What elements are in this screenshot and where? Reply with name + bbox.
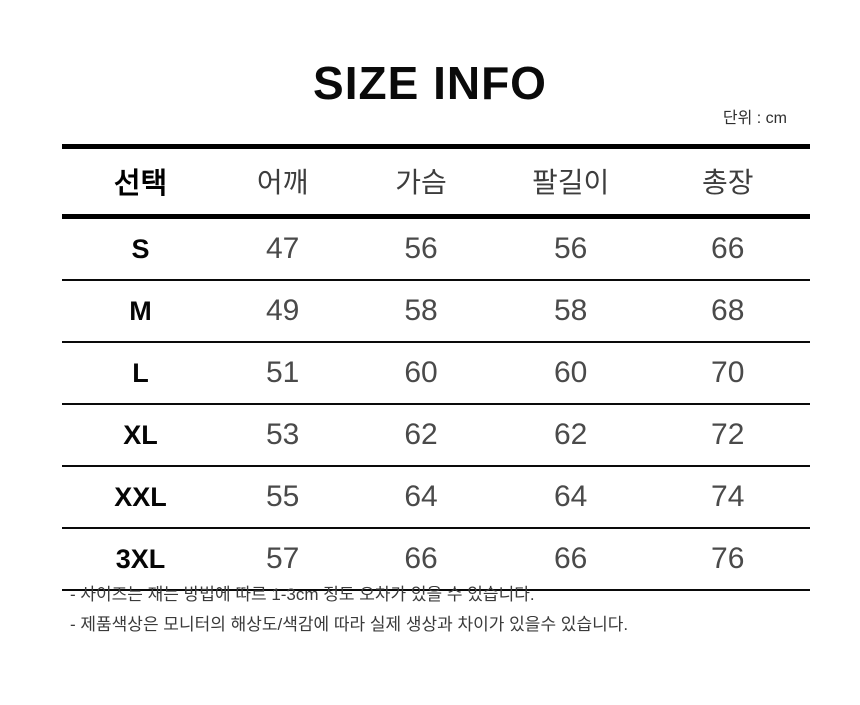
value-cell: 51 (219, 342, 347, 405)
size-cell: XXL (62, 466, 220, 529)
value-cell: 60 (346, 342, 496, 405)
value-cell: 58 (346, 280, 496, 343)
note-line: - 사이즈는 재는 방법에 따르 1-3cm 정도 오차가 있을 수 있습니다. (70, 585, 535, 604)
size-cell: S (62, 216, 220, 281)
value-cell: 56 (346, 216, 496, 281)
value-cell: 66 (346, 528, 496, 591)
table-row: 3XL 57 66 66 76 (62, 528, 810, 591)
value-cell: 66 (495, 528, 646, 591)
value-cell: 70 (645, 342, 810, 405)
value-cell: 62 (346, 404, 496, 467)
value-cell: 62 (495, 404, 646, 467)
table-row: L 51 60 60 70 (62, 342, 810, 405)
table-row: S 47 56 56 66 (62, 216, 810, 281)
value-cell: 72 (645, 404, 810, 467)
value-cell: 57 (219, 528, 347, 591)
column-header-shoulder: 어깨 (219, 144, 347, 219)
size-cell: M (62, 280, 220, 343)
value-cell: 64 (346, 466, 496, 529)
size-notes: - 사이즈는 재는 방법에 따르 1-3cm 정도 오차가 있을 수 있습니다.… (70, 584, 628, 644)
table-row: XL 53 62 62 72 (62, 404, 810, 467)
value-cell: 47 (219, 216, 347, 281)
value-cell: 68 (645, 280, 810, 343)
column-header-length: 총장 (645, 144, 810, 219)
header-row: 선택 어깨 가슴 팔길이 총장 (62, 144, 810, 219)
value-cell: 53 (219, 404, 347, 467)
value-cell: 74 (645, 466, 810, 529)
size-table: 선택 어깨 가슴 팔길이 총장 S 47 56 56 66 M 49 58 58… (62, 144, 810, 591)
page-title: SIZE INFO (313, 57, 547, 109)
note-line: - 제품색상은 모니터의 해상도/색감에 따라 실제 생상과 차이가 있을수 있… (70, 615, 629, 634)
value-cell: 60 (495, 342, 646, 405)
size-cell: XL (62, 404, 220, 467)
value-cell: 64 (495, 466, 646, 529)
table-row: M 49 58 58 68 (62, 280, 810, 343)
column-header-sleeve: 팔길이 (495, 144, 646, 219)
table-row: XXL 55 64 64 74 (62, 466, 810, 529)
column-header-select: 선택 (62, 144, 220, 219)
value-cell: 58 (495, 280, 646, 343)
value-cell: 56 (495, 216, 646, 281)
value-cell: 66 (645, 216, 810, 281)
size-cell: 3XL (62, 528, 220, 591)
size-cell: L (62, 342, 220, 405)
value-cell: 76 (645, 528, 810, 591)
value-cell: 49 (219, 280, 347, 343)
unit-label: 단위 : cm (722, 110, 787, 127)
value-cell: 55 (219, 466, 347, 529)
column-header-chest: 가슴 (346, 144, 496, 219)
